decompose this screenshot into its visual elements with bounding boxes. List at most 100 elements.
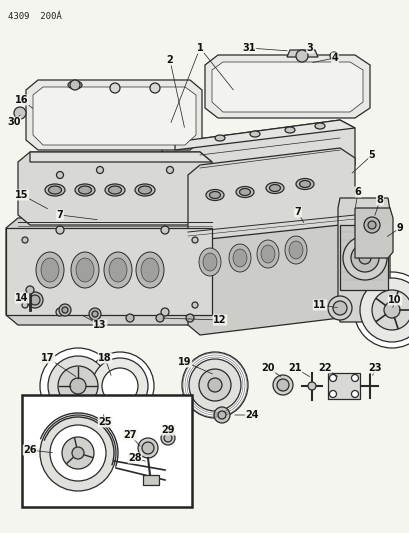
- Text: 2: 2: [166, 55, 173, 65]
- Text: 29: 29: [161, 425, 174, 435]
- Polygon shape: [337, 198, 389, 322]
- Polygon shape: [175, 120, 354, 150]
- Text: 12: 12: [213, 315, 226, 325]
- Circle shape: [161, 431, 175, 445]
- Ellipse shape: [198, 248, 220, 276]
- Circle shape: [363, 217, 379, 233]
- Text: 25: 25: [98, 417, 112, 427]
- Ellipse shape: [104, 252, 132, 288]
- Circle shape: [383, 302, 399, 318]
- Ellipse shape: [109, 258, 127, 282]
- Ellipse shape: [135, 184, 155, 196]
- Circle shape: [329, 375, 336, 382]
- Circle shape: [295, 50, 307, 62]
- Ellipse shape: [229, 244, 250, 272]
- Circle shape: [138, 438, 157, 458]
- Text: 1: 1: [196, 43, 203, 53]
- Circle shape: [367, 221, 375, 229]
- Circle shape: [358, 252, 370, 264]
- Polygon shape: [26, 80, 202, 150]
- Ellipse shape: [78, 186, 91, 194]
- Circle shape: [359, 278, 409, 342]
- Polygon shape: [211, 62, 362, 112]
- Text: 23: 23: [367, 363, 381, 373]
- Circle shape: [329, 391, 336, 398]
- Circle shape: [161, 308, 169, 316]
- Text: 8: 8: [375, 195, 382, 205]
- Circle shape: [26, 286, 34, 294]
- Text: 11: 11: [312, 300, 326, 310]
- Text: 27: 27: [123, 430, 137, 440]
- Ellipse shape: [68, 81, 82, 89]
- Circle shape: [62, 437, 94, 469]
- Circle shape: [86, 352, 154, 420]
- Ellipse shape: [265, 182, 283, 193]
- Text: 24: 24: [245, 410, 258, 420]
- Ellipse shape: [138, 186, 151, 194]
- Ellipse shape: [299, 181, 310, 188]
- Text: 15: 15: [15, 190, 29, 200]
- Ellipse shape: [36, 252, 64, 288]
- Ellipse shape: [284, 236, 306, 264]
- Ellipse shape: [141, 258, 159, 282]
- Text: 21: 21: [288, 363, 301, 373]
- Circle shape: [182, 352, 247, 418]
- Circle shape: [272, 375, 292, 395]
- Circle shape: [22, 237, 28, 243]
- Text: 20: 20: [261, 363, 274, 373]
- Circle shape: [191, 237, 198, 243]
- Ellipse shape: [236, 187, 254, 198]
- Circle shape: [62, 307, 68, 313]
- Circle shape: [96, 166, 103, 174]
- Circle shape: [371, 290, 409, 330]
- Ellipse shape: [232, 249, 246, 267]
- Circle shape: [332, 301, 346, 315]
- Circle shape: [102, 368, 138, 404]
- Circle shape: [350, 244, 378, 272]
- Text: 17: 17: [41, 353, 55, 363]
- Ellipse shape: [76, 258, 94, 282]
- Polygon shape: [6, 228, 211, 315]
- Circle shape: [92, 358, 148, 414]
- Text: 19: 19: [178, 357, 191, 367]
- Ellipse shape: [209, 191, 220, 198]
- Ellipse shape: [269, 184, 280, 191]
- Circle shape: [218, 411, 225, 419]
- Circle shape: [72, 447, 84, 459]
- Circle shape: [56, 172, 63, 179]
- Ellipse shape: [71, 252, 99, 288]
- Bar: [22, 395, 191, 507]
- Text: 7: 7: [294, 207, 301, 217]
- Circle shape: [40, 415, 116, 491]
- Polygon shape: [188, 148, 354, 240]
- Text: 13: 13: [93, 320, 106, 330]
- Circle shape: [56, 226, 64, 234]
- Text: 16: 16: [15, 95, 29, 105]
- Circle shape: [110, 83, 120, 93]
- Text: 1: 1: [196, 43, 203, 53]
- Circle shape: [161, 226, 169, 234]
- Text: 9: 9: [396, 223, 402, 233]
- Ellipse shape: [105, 184, 125, 196]
- Polygon shape: [204, 55, 369, 118]
- Circle shape: [327, 296, 351, 320]
- Circle shape: [353, 272, 409, 348]
- Circle shape: [92, 311, 98, 317]
- Circle shape: [56, 308, 64, 316]
- Polygon shape: [339, 225, 387, 290]
- Ellipse shape: [295, 179, 313, 190]
- Circle shape: [14, 107, 26, 119]
- Text: 7: 7: [56, 210, 63, 220]
- Ellipse shape: [41, 258, 59, 282]
- Circle shape: [59, 304, 71, 316]
- Circle shape: [126, 314, 134, 322]
- Ellipse shape: [314, 123, 324, 129]
- Circle shape: [166, 166, 173, 174]
- Circle shape: [213, 407, 229, 423]
- Polygon shape: [30, 152, 211, 162]
- Ellipse shape: [261, 245, 274, 263]
- Ellipse shape: [249, 131, 259, 137]
- Text: 10: 10: [387, 295, 401, 305]
- Circle shape: [58, 366, 98, 406]
- Polygon shape: [162, 120, 354, 192]
